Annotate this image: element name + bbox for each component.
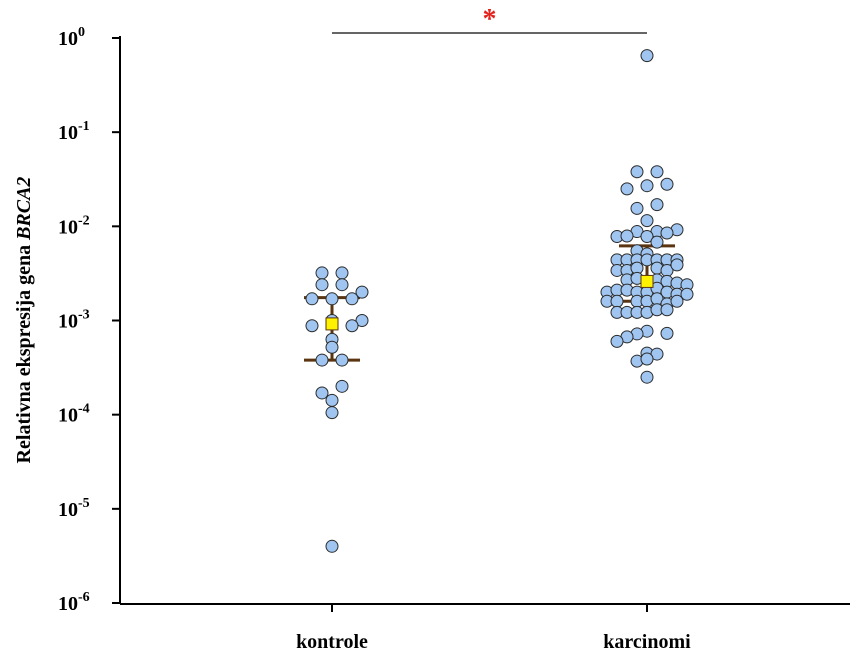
y-tick-label: 10-5 <box>58 496 90 521</box>
data-point <box>670 258 684 272</box>
data-point <box>335 379 349 393</box>
data-point <box>305 292 319 306</box>
y-tick-label: 10-4 <box>58 402 90 427</box>
data-point <box>315 386 329 400</box>
data-points <box>305 49 694 553</box>
data-point <box>660 326 674 340</box>
category-label: kontrole <box>296 631 368 653</box>
y-tick-label: 10-3 <box>58 308 90 333</box>
data-point <box>620 182 634 196</box>
x-ticks: kontrole karcinomi <box>296 604 691 653</box>
significance-marker: * <box>483 4 497 35</box>
data-point <box>355 285 369 299</box>
significance-bar: * <box>332 4 647 35</box>
data-point <box>325 406 339 420</box>
data-point <box>660 226 674 240</box>
y-axis-label-prefix: Relativna ekspresija gena <box>13 240 35 464</box>
data-point <box>335 278 349 292</box>
y-ticks: 100 10-1 10-2 10-3 10-4 10-5 10-6 <box>58 25 120 615</box>
data-point <box>630 165 644 179</box>
data-point <box>610 294 624 308</box>
y-tick-label: 10-2 <box>58 213 90 238</box>
data-point <box>630 201 644 215</box>
data-point <box>640 370 654 384</box>
data-point <box>355 314 369 327</box>
data-point <box>620 229 634 243</box>
y-axis-label: Relativna ekspresija gena BRCA2 <box>13 177 35 464</box>
median-marker <box>640 274 654 288</box>
data-point <box>335 266 349 280</box>
data-point <box>650 235 664 249</box>
y-tick-label: 100 <box>58 25 85 50</box>
data-point <box>640 49 654 63</box>
data-point <box>680 287 694 301</box>
data-point <box>650 198 664 212</box>
data-point <box>315 278 329 292</box>
y-tick-label: 10-1 <box>58 119 90 144</box>
data-point <box>325 340 339 354</box>
data-point <box>640 229 654 243</box>
data-point <box>660 303 674 317</box>
medians <box>325 274 654 331</box>
data-point <box>660 177 674 191</box>
data-point <box>640 179 654 193</box>
data-point <box>315 266 329 280</box>
data-point <box>335 353 349 367</box>
data-point <box>640 352 654 366</box>
category-label: karcinomi <box>603 631 691 653</box>
data-point <box>650 165 664 179</box>
data-point <box>640 214 654 228</box>
data-point <box>325 539 339 553</box>
data-point <box>670 294 684 308</box>
axes <box>119 36 850 605</box>
data-point <box>325 292 339 306</box>
data-point <box>305 319 319 333</box>
data-point <box>315 353 329 367</box>
data-point <box>345 319 359 333</box>
data-point <box>345 292 359 306</box>
data-point <box>325 393 339 407</box>
y-axis-label-gene: BRCA2 <box>13 177 35 241</box>
y-tick-label: 10-6 <box>58 590 90 615</box>
median-marker <box>325 317 339 331</box>
data-point <box>610 334 624 348</box>
